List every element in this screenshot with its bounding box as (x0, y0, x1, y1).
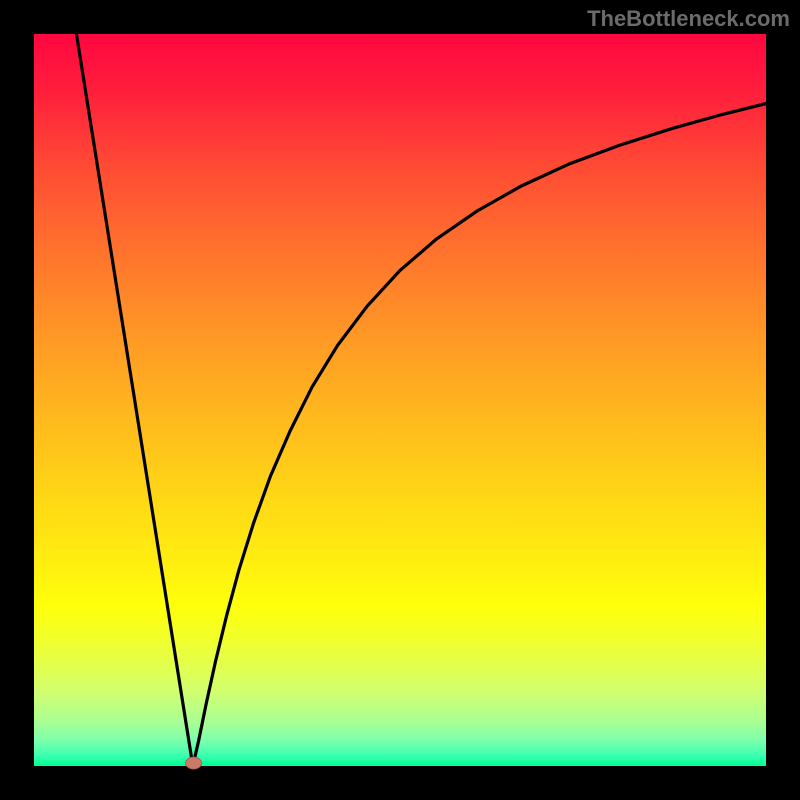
chart-gradient-background (34, 34, 766, 766)
watermark-text: TheBottleneck.com (587, 6, 790, 32)
bottleneck-chart: TheBottleneck.com (0, 0, 800, 800)
chart-svg (0, 0, 800, 800)
minimum-marker (186, 757, 202, 769)
